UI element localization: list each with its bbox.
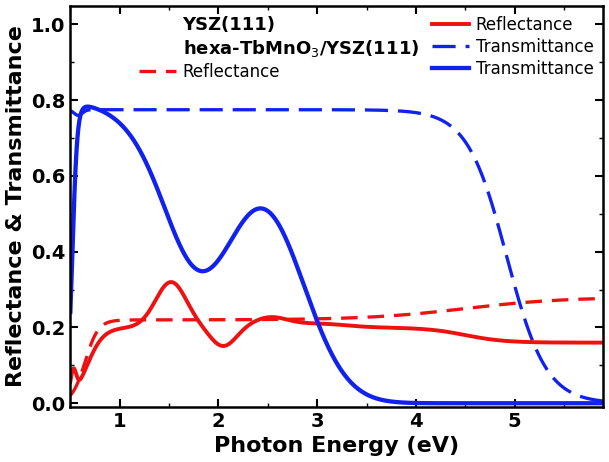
Reflectance — [532, 340, 540, 345]
X-axis label: Photon Energy (eV): Photon Energy (eV) — [214, 437, 459, 456]
Reflectance — [127, 323, 135, 329]
Transmittance — [532, 346, 540, 351]
Transmittance — [532, 401, 540, 406]
Y-axis label: Reflectance & Transmittance: Reflectance & Transmittance — [5, 25, 26, 387]
Reflectance — [600, 340, 607, 346]
Transmittance — [128, 134, 135, 140]
Transmittance — [128, 107, 135, 112]
Transmittance — [160, 201, 167, 206]
Reflectance — [167, 279, 175, 285]
Reflectance — [590, 340, 597, 346]
Line: Transmittance: Transmittance — [71, 107, 604, 403]
Legend: YSZ(111), hexa-TbMnO$_3$/YSZ(111), Reflectance, Reflectance, Transmittance, Tran: YSZ(111), hexa-TbMnO$_3$/YSZ(111), Refle… — [134, 11, 599, 86]
Transmittance — [101, 107, 108, 112]
Transmittance — [67, 309, 74, 315]
Line: Transmittance: Transmittance — [71, 109, 604, 401]
Line: Reflectance: Reflectance — [71, 298, 604, 395]
Transmittance — [84, 104, 91, 109]
Reflectance — [67, 379, 74, 384]
Line: Reflectance: Reflectance — [71, 282, 604, 382]
Transmittance — [294, 107, 301, 112]
Reflectance — [271, 316, 278, 322]
Transmittance — [590, 401, 597, 406]
Transmittance — [600, 398, 607, 404]
Reflectance — [600, 296, 607, 301]
Reflectance — [159, 317, 166, 322]
Transmittance — [271, 216, 278, 221]
Transmittance — [600, 401, 607, 406]
Reflectance — [67, 393, 74, 398]
Reflectance — [271, 315, 278, 320]
Transmittance — [590, 397, 597, 402]
Reflectance — [532, 299, 539, 304]
Transmittance — [160, 107, 167, 112]
Reflectance — [159, 286, 166, 291]
Transmittance — [271, 107, 278, 112]
Transmittance — [294, 267, 301, 272]
Transmittance — [67, 108, 74, 114]
Reflectance — [294, 316, 301, 322]
Reflectance — [127, 317, 135, 323]
Reflectance — [294, 319, 301, 325]
Reflectance — [590, 296, 597, 302]
